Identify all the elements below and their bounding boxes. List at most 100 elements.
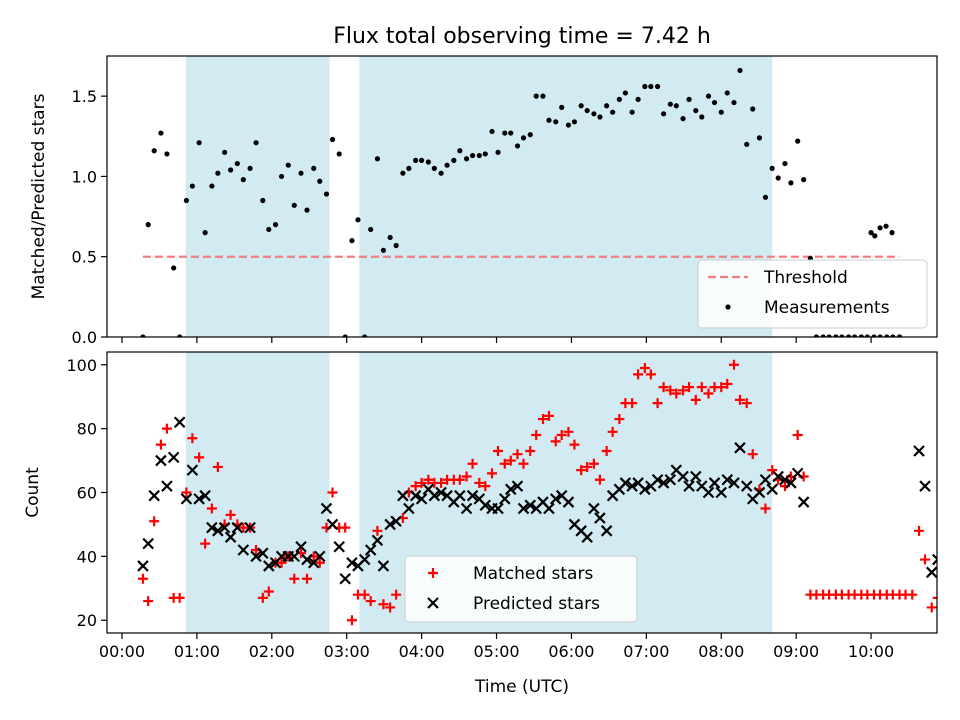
y-tick-label: 60	[77, 484, 97, 503]
data-point	[890, 334, 896, 337]
data-point	[858, 334, 864, 337]
data-point	[525, 445, 536, 456]
legend-matched-label: Matched stars	[473, 564, 593, 584]
data-point	[563, 426, 574, 437]
data-point	[428, 489, 441, 502]
data-point	[642, 83, 648, 90]
data-point	[438, 170, 444, 176]
data-point	[476, 152, 482, 159]
data-point	[199, 489, 211, 502]
data-point	[711, 99, 718, 106]
data-point	[626, 480, 638, 492]
data-point	[690, 470, 702, 483]
data-point	[423, 474, 434, 485]
data-point	[413, 157, 419, 163]
data-point	[498, 493, 511, 505]
x-tick-label: 03:00	[324, 642, 370, 661]
data-point	[520, 135, 527, 141]
data-point	[635, 96, 641, 102]
x-tick-label: 07:00	[623, 642, 669, 661]
y-tick-label: 80	[77, 420, 97, 439]
data-point	[517, 502, 530, 515]
data-point	[588, 502, 600, 515]
data-point	[533, 93, 539, 99]
y-tick-label: 1.5	[72, 87, 97, 106]
data-point	[645, 369, 656, 380]
legend-box	[404, 555, 638, 623]
data-point	[537, 414, 548, 425]
y-tick-label: 0.0	[72, 328, 97, 347]
data-point	[260, 197, 266, 204]
data-point	[384, 518, 396, 531]
data-point	[212, 461, 223, 472]
data-point	[164, 151, 170, 157]
data-point	[877, 225, 883, 231]
data-point	[616, 96, 622, 102]
data-point	[782, 160, 788, 167]
x-tick-label: 02:00	[249, 642, 295, 661]
data-point	[202, 230, 208, 236]
data-point	[683, 480, 695, 492]
data-point	[864, 334, 870, 337]
data-point	[349, 238, 355, 244]
data-point	[155, 454, 167, 467]
data-point	[772, 470, 784, 483]
data-point	[839, 334, 845, 337]
data-point	[320, 502, 333, 515]
data-point	[914, 525, 925, 536]
data-point	[524, 499, 537, 512]
data-point	[699, 114, 705, 120]
data-point	[708, 477, 721, 489]
data-point	[578, 103, 584, 109]
data-point	[740, 480, 753, 492]
data-point	[576, 465, 587, 476]
data-point	[512, 449, 523, 460]
data-point	[651, 473, 664, 486]
y-tick-label: 1.0	[72, 167, 97, 186]
data-point	[607, 426, 618, 437]
data-point	[633, 369, 644, 380]
data-point	[702, 486, 715, 499]
data-point	[206, 521, 218, 534]
data-point	[795, 138, 801, 144]
x-tick-label: 06:00	[548, 642, 594, 661]
data-point	[174, 592, 185, 603]
data-point	[469, 152, 476, 159]
data-point	[820, 334, 826, 337]
data-point	[549, 493, 562, 505]
data-point	[769, 165, 775, 171]
data-point	[705, 93, 712, 99]
data-point	[340, 522, 351, 533]
data-point	[461, 471, 472, 482]
data-point	[871, 334, 877, 337]
data-point	[240, 177, 246, 183]
data-point	[364, 544, 377, 556]
data-point	[244, 521, 256, 534]
data-point	[502, 130, 508, 136]
data-point	[200, 538, 211, 549]
legend: Matched stars Predicted stars	[404, 555, 638, 623]
data-point	[313, 550, 326, 563]
data-point	[323, 191, 330, 197]
data-point	[531, 430, 542, 441]
data-point	[247, 165, 253, 171]
data-point	[734, 394, 745, 405]
data-point	[359, 589, 370, 600]
y-tick-label: 20	[77, 611, 97, 630]
data-point	[543, 502, 555, 515]
data-point	[939, 551, 949, 561]
data-point	[257, 592, 268, 603]
data-point	[722, 378, 733, 389]
data-point	[278, 173, 285, 180]
data-point	[931, 553, 937, 566]
series-predicted-stars	[137, 416, 937, 585]
data-point	[766, 483, 778, 496]
data-point	[762, 194, 769, 200]
data-point	[378, 599, 389, 610]
data-point	[189, 183, 195, 189]
data-point	[667, 101, 673, 107]
data-point	[390, 515, 402, 528]
data-point	[143, 596, 154, 607]
data-point	[728, 359, 739, 370]
